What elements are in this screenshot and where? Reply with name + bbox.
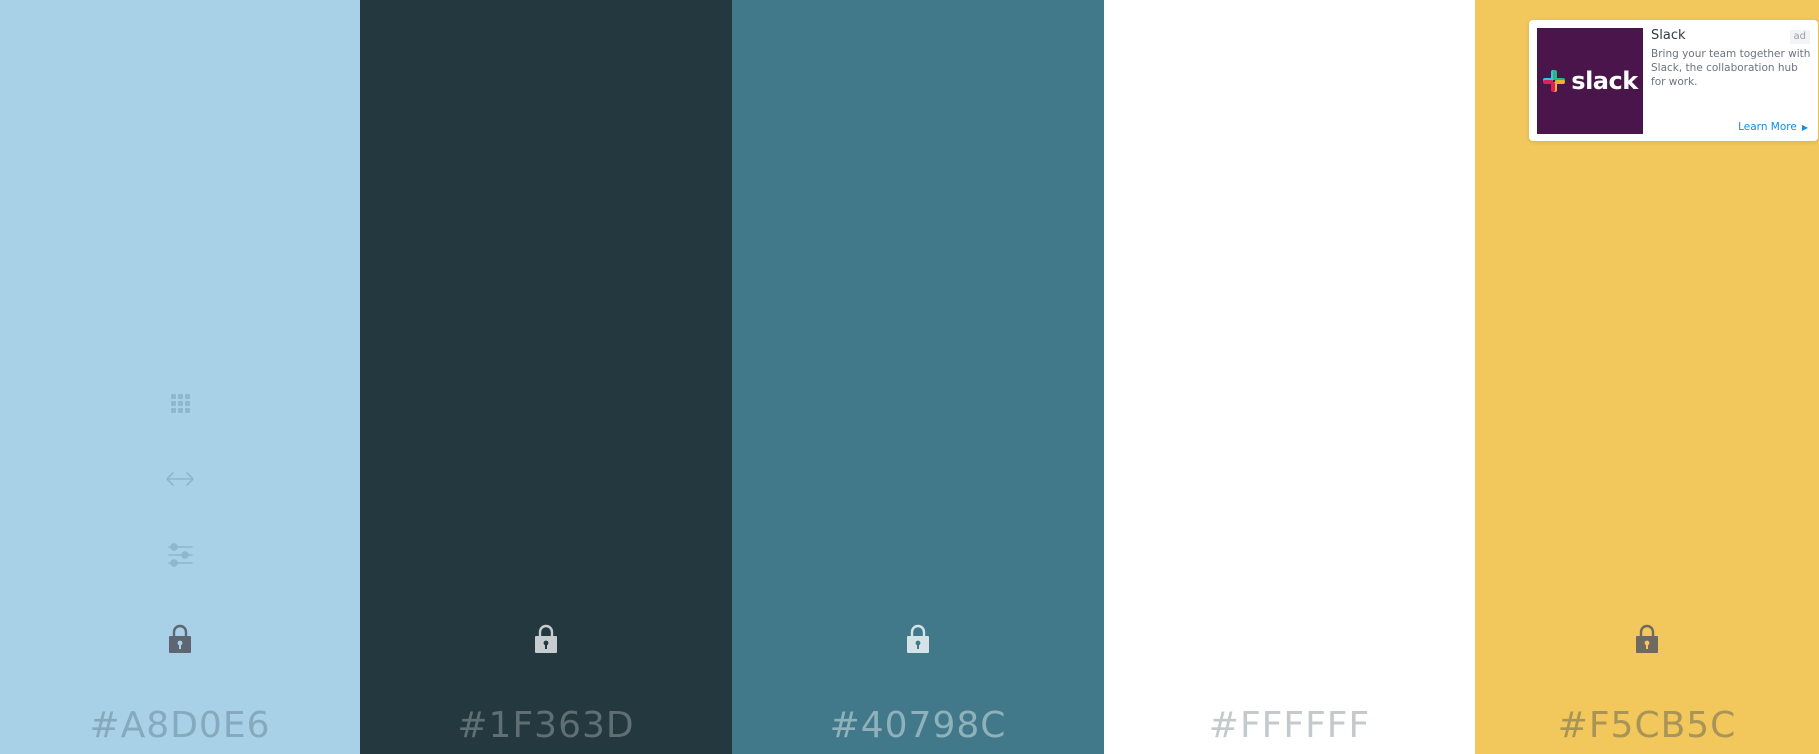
ad-badge: ad [1789,30,1810,44]
lock-icon[interactable] [1632,623,1662,653]
color-swatch-1[interactable]: #A8D0E6 [0,0,360,754]
hex-code-label[interactable]: #A8D0E6 [89,705,271,746]
slack-logo-image[interactable]: slack [1537,28,1643,134]
ad-card[interactable]: slack Slack ad Bring your team together … [1529,20,1818,141]
chevron-right-icon: ▶ [1801,122,1808,132]
hex-code-label[interactable]: #1F363D [457,705,635,746]
lock-icon[interactable] [531,623,561,653]
hex-code-label[interactable]: #FFFFFF [1208,705,1371,746]
color-swatch-4[interactable]: #FFFFFF [1104,0,1475,754]
ad-title[interactable]: Slack [1651,28,1686,43]
grid-icon[interactable] [165,388,195,418]
slack-hash-icon [1543,70,1566,92]
color-swatch-2[interactable]: #1F363D [360,0,732,754]
slack-logo-wordmark: slack [1571,67,1638,95]
lock-icon[interactable] [165,623,195,653]
ad-description[interactable]: Bring your team together with Slack, the… [1651,48,1811,88]
learn-more-link[interactable]: Learn More ▶ [1738,121,1808,133]
lock-icon[interactable] [903,623,933,653]
color-swatch-3[interactable]: #40798C [732,0,1104,754]
learn-more-label: Learn More [1738,121,1797,133]
hex-code-label[interactable]: #40798C [829,705,1007,746]
hex-code-label[interactable]: #F5CB5C [1557,705,1737,746]
arrows-horizontal-icon[interactable] [165,464,195,494]
sliders-icon[interactable] [165,540,195,570]
